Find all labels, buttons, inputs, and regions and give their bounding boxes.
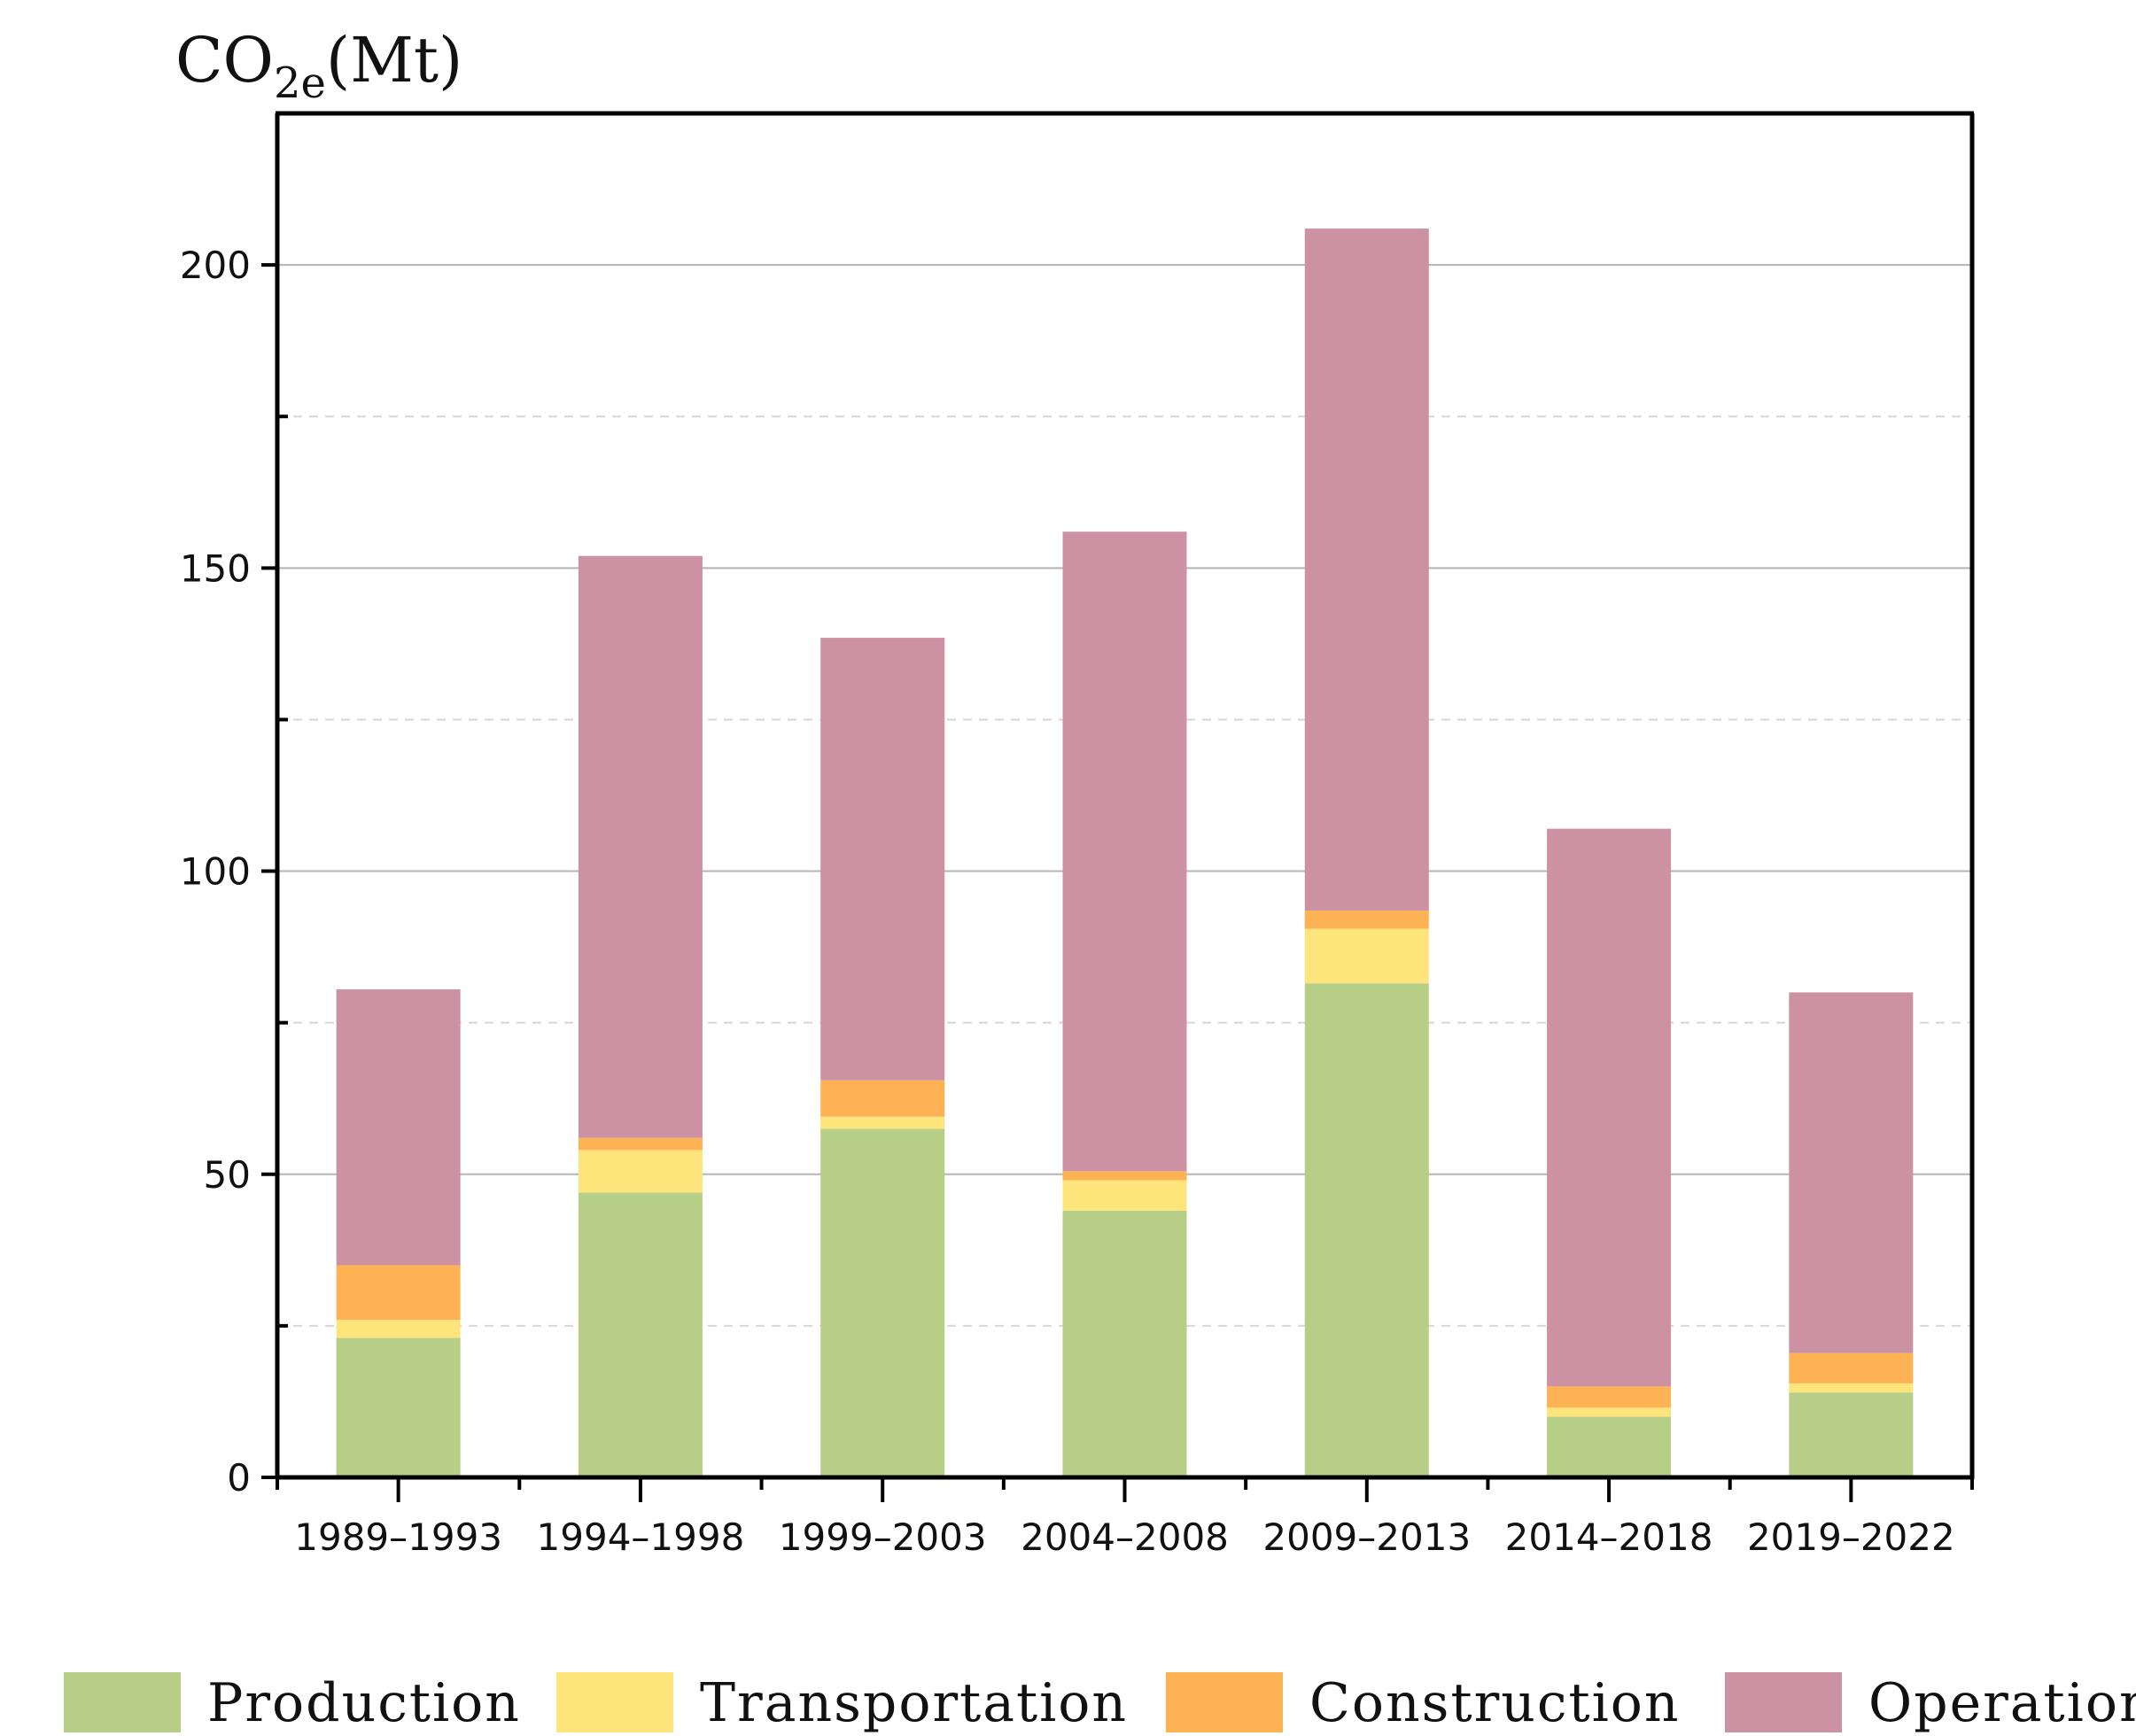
bar-production bbox=[336, 1337, 461, 1477]
bar-operation bbox=[820, 638, 945, 1081]
y-tick-label: 0 bbox=[227, 1456, 251, 1500]
legend-label-transportation: Transportation bbox=[700, 1672, 1128, 1734]
bar-transportation bbox=[1789, 1383, 1914, 1393]
legend: Production Transportation Construction Oper… bbox=[64, 1672, 2136, 1734]
y-axis-label-sub: 2e bbox=[274, 58, 326, 108]
bars-layer bbox=[336, 229, 1914, 1477]
bar-operation bbox=[1304, 229, 1429, 911]
bar-transportation bbox=[1304, 928, 1429, 984]
y-tick-label: 50 bbox=[204, 1153, 251, 1197]
bar-operation bbox=[1547, 828, 1672, 1387]
legend-swatch-production bbox=[64, 1672, 181, 1732]
bar-transportation bbox=[820, 1116, 945, 1129]
bar-production bbox=[1547, 1416, 1672, 1477]
bar-construction bbox=[1789, 1352, 1914, 1383]
ticks-layer: 0 50 100 150 200 1989–1993 1994–1998 1999–2003 2… bbox=[180, 244, 1974, 1559]
bar-construction bbox=[1304, 911, 1429, 929]
bar-production bbox=[820, 1128, 945, 1477]
legend-label-construction: Construction bbox=[1309, 1672, 1681, 1734]
bar-production bbox=[1789, 1392, 1914, 1477]
bar-transportation bbox=[578, 1150, 703, 1193]
bar-construction bbox=[336, 1265, 461, 1321]
x-tick-label: 1999–2003 bbox=[779, 1515, 987, 1559]
bar-transportation bbox=[1547, 1407, 1672, 1417]
x-tick-label: 2004–2008 bbox=[1021, 1515, 1229, 1559]
legend-label-operation: Operation bbox=[1868, 1672, 2136, 1734]
x-tick-label: 2009–2013 bbox=[1262, 1515, 1471, 1559]
bar-transportation bbox=[1062, 1180, 1187, 1211]
legend-swatch-transportation bbox=[556, 1672, 673, 1732]
bar-production bbox=[1304, 983, 1429, 1477]
bar-construction bbox=[820, 1080, 945, 1117]
y-axis-label: CO2e(Mt) bbox=[175, 24, 462, 108]
bar-operation bbox=[336, 989, 461, 1266]
bar-construction bbox=[1547, 1386, 1672, 1408]
x-tick-label: 2019–2022 bbox=[1747, 1515, 1955, 1559]
legend-swatch-operation bbox=[1725, 1672, 1842, 1732]
y-tick-label: 200 bbox=[180, 244, 251, 287]
legend-swatch-construction bbox=[1166, 1672, 1283, 1732]
bar-operation bbox=[1062, 531, 1187, 1172]
legend-label-production: Production bbox=[207, 1672, 521, 1734]
y-tick-label: 100 bbox=[180, 850, 251, 894]
x-tick-label: 1989–1993 bbox=[294, 1515, 502, 1559]
y-axis-label-unit: (Mt) bbox=[326, 24, 462, 97]
y-tick-label: 150 bbox=[180, 546, 251, 590]
y-axis-label-base: CO bbox=[175, 24, 274, 97]
bar-production bbox=[1062, 1210, 1187, 1477]
bar-operation bbox=[1789, 992, 1914, 1353]
bar-transportation bbox=[336, 1320, 461, 1338]
bar-production bbox=[578, 1192, 703, 1477]
bar-construction bbox=[578, 1137, 703, 1151]
bar-construction bbox=[1062, 1171, 1187, 1181]
x-tick-label: 2014–2018 bbox=[1505, 1515, 1713, 1559]
bar-operation bbox=[578, 555, 703, 1138]
x-tick-label: 1994–1998 bbox=[537, 1515, 745, 1559]
